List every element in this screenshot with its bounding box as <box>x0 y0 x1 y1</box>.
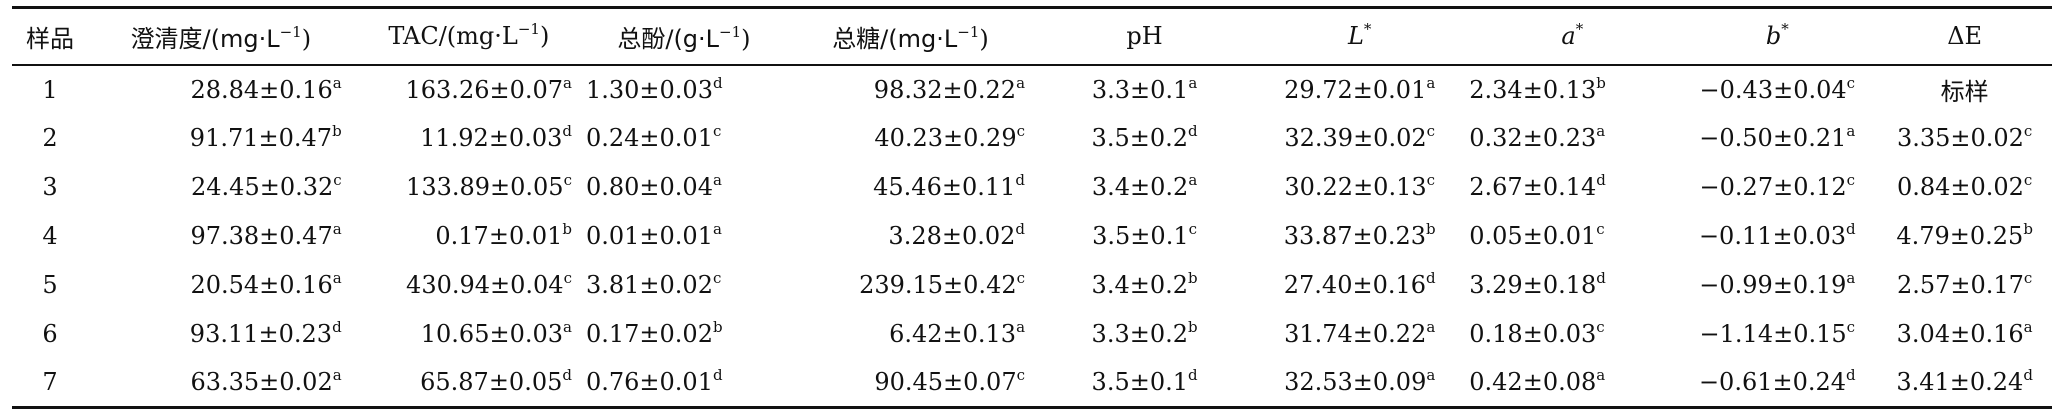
header-b-star: b* <box>1677 6 1878 66</box>
cell-total-phenol: 0.80±0.04a <box>585 171 722 202</box>
cell-delta-e: 3.04±0.16a <box>1896 318 2033 349</box>
cell-a-star: 0.42±0.08a <box>1467 358 1678 409</box>
cell-tac: 430.94±0.04c <box>406 269 572 300</box>
cell-a-star: 0.18±0.03c <box>1469 318 1605 349</box>
cell-clarity: 24.45±0.32c <box>191 171 342 202</box>
cell-ph: 3.4±0.2a <box>1091 171 1198 202</box>
cell-sample: 3 <box>42 173 58 201</box>
table-row: 4 97.38±0.47a 0.17±0.01b 0.01±0.01a 3.28±0.0… <box>12 212 2052 261</box>
cell-tac: 133.89±0.05c <box>406 171 572 202</box>
cell-a-star: 2.67±0.14d <box>1469 171 1606 202</box>
table-row: 1 28.84±0.16a 163.26±0.07a 1.30±0.03d 98.32±… <box>12 65 2052 114</box>
table-row: 5 20.54±0.16a 430.94±0.04c 3.81±0.02c 239.15… <box>12 261 2052 310</box>
header-total-phenol: 总酚/(g·L−1) <box>583 6 784 66</box>
header-a-star: a* <box>1467 6 1678 66</box>
cell-sample: 7 <box>12 358 88 409</box>
cell-delta-e: 2.57±0.17c <box>1896 269 2033 300</box>
cell-delta-e: 标样 <box>1940 78 1989 106</box>
cell-b-star: −0.99±0.19a <box>1699 269 1856 300</box>
cell-ph: 3.3±0.2b <box>1091 318 1198 349</box>
cell-total-phenol: 0.01±0.01a <box>585 220 722 251</box>
cell-delta-e: 4.79±0.25b <box>1896 220 2033 251</box>
table-row: 2 91.71±0.47b 11.92±0.03d 0.24±0.01c 40.23±0… <box>12 114 2052 163</box>
cell-total-phenol: 0.17±0.02b <box>585 318 723 349</box>
header-clarity: 澄清度/(mg·L−1) <box>87 6 354 66</box>
cell-total-sugar: 45.46±0.11d <box>873 171 1026 202</box>
cell-l-star: 32.53±0.09a <box>1252 358 1468 409</box>
cell-delta-e: 3.41±0.24d <box>1877 358 2052 409</box>
cell-ph: 3.5±0.1c <box>1092 220 1197 251</box>
header-sample: 样品 <box>12 6 88 66</box>
cell-l-star: 30.22±0.13c <box>1284 171 1436 202</box>
cell-ph: 3.3±0.1a <box>1091 73 1198 104</box>
cell-a-star: 0.05±0.01c <box>1469 220 1605 251</box>
cell-clarity: 93.11±0.23d <box>189 318 342 349</box>
cell-tac: 0.17±0.01b <box>435 220 572 251</box>
cell-a-star: 3.29±0.18d <box>1469 269 1606 300</box>
table-row: 3 24.45±0.32c 133.89±0.05c 0.80±0.04a 45.46±… <box>12 163 2052 212</box>
cell-delta-e: 3.35±0.02c <box>1896 122 2033 153</box>
cell-l-star: 33.87±0.23b <box>1283 220 1436 251</box>
cell-total-sugar: 90.45±0.07c <box>783 358 1038 409</box>
cell-sample: 1 <box>42 75 58 104</box>
cell-clarity: 63.35±0.02a <box>87 358 354 409</box>
cell-l-star: 31.74±0.22a <box>1284 318 1436 349</box>
cell-clarity: 97.38±0.47a <box>190 220 342 251</box>
header-total-sugar: 总糖/(mg·L−1) <box>783 6 1038 66</box>
cell-clarity: 28.84±0.16a <box>190 73 342 104</box>
cell-sample: 2 <box>42 124 58 152</box>
cell-tac: 65.87±0.05d <box>353 358 584 409</box>
cell-tac: 11.92±0.03d <box>420 122 572 153</box>
cell-total-phenol: 0.76±0.01d <box>583 358 784 409</box>
cell-total-sugar: 6.42±0.13a <box>889 318 1026 349</box>
cell-clarity: 20.54±0.16a <box>190 269 342 300</box>
cell-tac: 10.65±0.03a <box>420 318 572 349</box>
cell-ph: 3.5±0.2d <box>1091 122 1198 153</box>
cell-b-star: −0.61±0.24d <box>1677 358 1878 409</box>
cell-b-star: −1.14±0.15c <box>1699 318 1856 349</box>
header-l-star: L* <box>1252 6 1468 66</box>
table-row: 6 93.11±0.23d 10.65±0.03a 0.17±0.02b 6.42±0.… <box>12 310 2052 359</box>
cell-total-sugar: 239.15±0.42c <box>859 269 1026 300</box>
table-header-row: 样品 澄清度/(mg·L−1) TAC/(mg·L−1) 总酚/(g·L−1) … <box>12 6 2052 66</box>
table-row: 7 63.35±0.02a 65.87±0.05d 0.76±0.01d 90.45±0… <box>12 358 2052 409</box>
cell-l-star: 27.40±0.16d <box>1283 269 1436 300</box>
cell-total-phenol: 0.24±0.01c <box>585 122 722 153</box>
cell-b-star: −0.50±0.21a <box>1699 122 1856 153</box>
cell-b-star: −0.27±0.12c <box>1699 171 1856 202</box>
cell-a-star: 2.34±0.13b <box>1469 73 1606 104</box>
cell-total-sugar: 40.23±0.29c <box>874 122 1026 153</box>
cell-sample: 4 <box>42 222 58 250</box>
cell-total-phenol: 1.30±0.03d <box>585 73 723 104</box>
cell-sample: 6 <box>42 320 58 348</box>
cell-a-star: 0.32±0.23a <box>1469 122 1606 153</box>
cell-ph: 3.5±0.1d <box>1037 358 1253 409</box>
cell-clarity: 91.71±0.47b <box>189 122 342 153</box>
data-table: 样品 澄清度/(mg·L−1) TAC/(mg·L−1) 总酚/(g·L−1) … <box>12 6 2052 409</box>
header-delta-e: ΔE <box>1877 6 2052 66</box>
cell-b-star: −0.43±0.04c <box>1699 73 1856 104</box>
cell-total-sugar: 3.28±0.02d <box>888 220 1026 251</box>
cell-sample: 5 <box>42 271 58 299</box>
header-tac: TAC/(mg·L−1) <box>353 6 584 66</box>
cell-total-sugar: 98.32±0.22a <box>873 73 1026 104</box>
cell-total-phenol: 3.81±0.02c <box>585 269 722 300</box>
cell-ph: 3.4±0.2b <box>1091 269 1198 300</box>
cell-tac: 163.26±0.07a <box>405 73 572 104</box>
cell-b-star: −0.11±0.03d <box>1698 220 1856 251</box>
cell-l-star: 32.39±0.02c <box>1284 122 1436 153</box>
cell-l-star: 29.72±0.01a <box>1284 73 1436 104</box>
header-ph: pH <box>1037 6 1253 66</box>
cell-delta-e: 0.84±0.02c <box>1896 171 2033 202</box>
